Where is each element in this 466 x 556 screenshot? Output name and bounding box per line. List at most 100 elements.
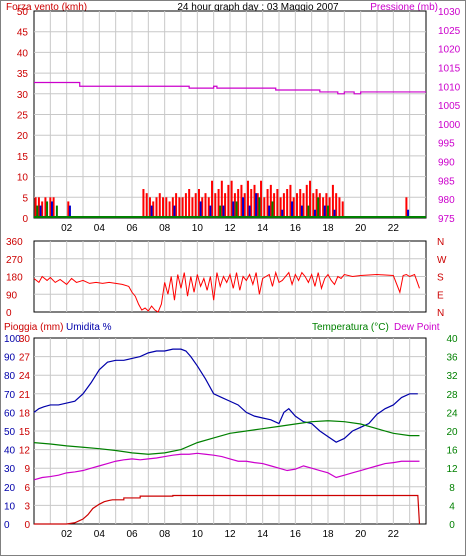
rain-y-tick: 0 xyxy=(24,520,30,531)
wind-bar xyxy=(41,201,44,218)
gust-bar xyxy=(232,201,235,218)
wind-bar xyxy=(315,189,318,218)
pressure-y-tick: 1010 xyxy=(438,82,461,93)
pressure-label: Pressione (mb) xyxy=(370,2,438,13)
temperature-y-tick: 0 xyxy=(449,520,455,531)
humidity-y-tick: 0 xyxy=(4,520,10,531)
wind-green-bar xyxy=(36,205,39,218)
wind-y-tick: 20 xyxy=(17,131,29,142)
pressure-y-tick: 1000 xyxy=(438,120,461,131)
pressure-y-tick: 985 xyxy=(438,176,455,187)
direction-y-tick: 270 xyxy=(6,255,23,266)
wind-y-tick: 40 xyxy=(17,48,29,59)
gust-bar xyxy=(407,209,410,218)
x-tick: 02 xyxy=(61,223,73,234)
wind-bar xyxy=(331,184,334,218)
x-tick-bottom: 16 xyxy=(290,529,302,540)
pressure-line xyxy=(34,81,426,95)
wind-bar xyxy=(34,197,37,218)
wind-green-bar xyxy=(46,201,49,218)
wind-green-bar xyxy=(317,197,320,218)
x-tick: 06 xyxy=(126,223,138,234)
wind-green-bar xyxy=(307,205,310,218)
x-tick-bottom: 08 xyxy=(159,529,171,540)
wind-bar xyxy=(181,197,184,218)
rain-line xyxy=(34,494,421,525)
wind-bar xyxy=(49,197,52,218)
wind-bar xyxy=(152,201,155,218)
pressure-y-tick: 995 xyxy=(438,139,455,150)
direction-y-tick: 180 xyxy=(6,273,23,284)
wind-y-tick: 15 xyxy=(17,152,29,163)
wind-bar xyxy=(325,193,328,218)
gust-bar xyxy=(68,205,71,218)
wind-bar xyxy=(295,193,298,218)
humidity-line xyxy=(33,348,418,443)
wind-bar xyxy=(269,184,272,218)
wind-y-tick: 0 xyxy=(22,214,28,225)
gust-bar xyxy=(150,205,153,218)
wind-speed-label: Forza vento (kmh) xyxy=(6,2,87,13)
wind-y-tick: 35 xyxy=(17,69,29,80)
wind-green-bar xyxy=(55,205,58,218)
x-tick-bottom: 10 xyxy=(192,529,204,540)
gust-bar xyxy=(255,193,258,218)
x-tick: 12 xyxy=(224,223,236,234)
pressure-y-tick: 975 xyxy=(438,214,455,225)
gust-bar xyxy=(199,201,202,218)
direction-y-tick: 90 xyxy=(6,290,18,301)
humidity-label: Umidita % xyxy=(66,322,112,333)
wind-bar xyxy=(227,184,230,218)
compass-tick: S xyxy=(437,273,444,284)
x-tick-bottom: 14 xyxy=(257,529,269,540)
rain-y-tick: 6 xyxy=(24,483,30,494)
gust-bar xyxy=(248,205,251,218)
rain-y-tick: 21 xyxy=(19,390,31,401)
compass-tick: E xyxy=(437,290,444,301)
temperature-y-tick: 36 xyxy=(446,353,458,364)
gust-bar xyxy=(39,205,42,218)
wind-bar xyxy=(158,193,161,218)
wind-bar xyxy=(217,189,220,218)
rain-y-tick: 30 xyxy=(19,334,31,345)
wind-bar xyxy=(220,180,223,218)
wind-bar xyxy=(162,197,165,218)
wind-bar xyxy=(289,184,292,218)
humidity-y-tick: 30 xyxy=(4,464,16,475)
wind-bar xyxy=(194,193,197,218)
wind-bar xyxy=(191,197,194,218)
temperature-y-tick: 16 xyxy=(446,446,458,457)
wind-bar xyxy=(322,197,325,218)
gust-bar xyxy=(50,201,53,218)
humidity-y-tick: 10 xyxy=(4,501,16,512)
humidity-y-tick: 100 xyxy=(4,334,21,345)
wind-bar xyxy=(52,197,55,218)
wind-bar xyxy=(341,201,344,218)
wind-bar xyxy=(44,197,47,218)
humidity-y-tick: 80 xyxy=(4,371,16,382)
x-tick: 04 xyxy=(94,223,106,234)
gust-bar xyxy=(209,205,212,218)
temperature-y-tick: 20 xyxy=(446,427,458,438)
temperature-y-tick: 8 xyxy=(449,483,455,494)
humidity-y-tick: 20 xyxy=(4,483,16,494)
dewpoint-label: Dew Point xyxy=(394,322,440,333)
temperature-y-tick: 28 xyxy=(446,390,458,401)
x-tick: 18 xyxy=(322,223,334,234)
rain-y-tick: 18 xyxy=(19,408,31,419)
wind-bar xyxy=(142,189,145,218)
compass-tick: N xyxy=(437,237,444,248)
wind-bar xyxy=(405,197,408,218)
pressure-y-tick: 1025 xyxy=(438,26,461,37)
wind-bar xyxy=(263,197,266,218)
compass-tick: N xyxy=(437,308,444,319)
x-tick-bottom: 12 xyxy=(224,529,236,540)
wind-bar xyxy=(328,197,331,218)
humidity-y-tick: 90 xyxy=(4,353,16,364)
wind-bar xyxy=(184,193,187,218)
humidity-y-tick: 50 xyxy=(4,427,16,438)
x-tick-bottom: 04 xyxy=(94,529,106,540)
wind-bar xyxy=(207,197,210,218)
wind-bar xyxy=(197,189,200,218)
